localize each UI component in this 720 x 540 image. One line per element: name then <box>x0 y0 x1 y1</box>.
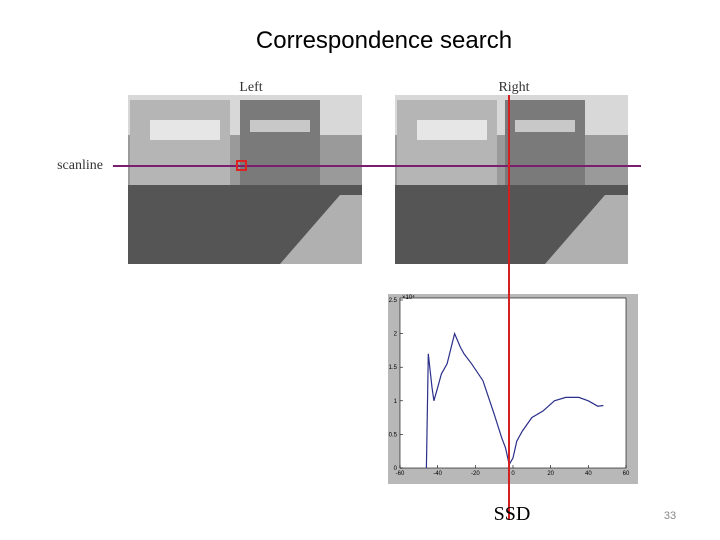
y-tick-label: 1.5 <box>389 365 398 371</box>
ssd-label: SSD <box>494 503 531 525</box>
right-label: Right <box>498 80 529 95</box>
x-tick-label: 20 <box>547 471 554 477</box>
x-tick-label: 40 <box>585 471 592 477</box>
y-scale-label: ×10⁴ <box>402 294 415 301</box>
scanline-label: scanline <box>57 158 103 173</box>
plot-axes <box>399 297 627 469</box>
y-tick-label: 0.5 <box>389 432 398 438</box>
y-tick-label: 1 <box>394 399 398 405</box>
x-tick-label: 60 <box>623 471 630 477</box>
match-window <box>236 160 247 171</box>
x-tick-label: -40 <box>433 471 442 477</box>
plot: -60 -40 -20 0 20 40 60 0 0.5 1 1.5 2 2.5 ×10⁴ <box>389 294 630 477</box>
y-tick-label: 0 <box>394 466 398 472</box>
x-tick-label: -60 <box>396 471 405 477</box>
left-label: Left <box>239 80 262 95</box>
y-tick-label: 2 <box>394 332 398 338</box>
page-number: 33 <box>664 510 676 522</box>
slide-title: Correspondence search <box>256 27 512 54</box>
right-image <box>395 95 628 264</box>
left-image <box>128 95 362 264</box>
x-tick-label: 0 <box>511 471 515 477</box>
x-tick-label: -20 <box>471 471 480 477</box>
ssd-curve <box>425 331 604 469</box>
y-tick-label: 2.5 <box>389 298 398 304</box>
